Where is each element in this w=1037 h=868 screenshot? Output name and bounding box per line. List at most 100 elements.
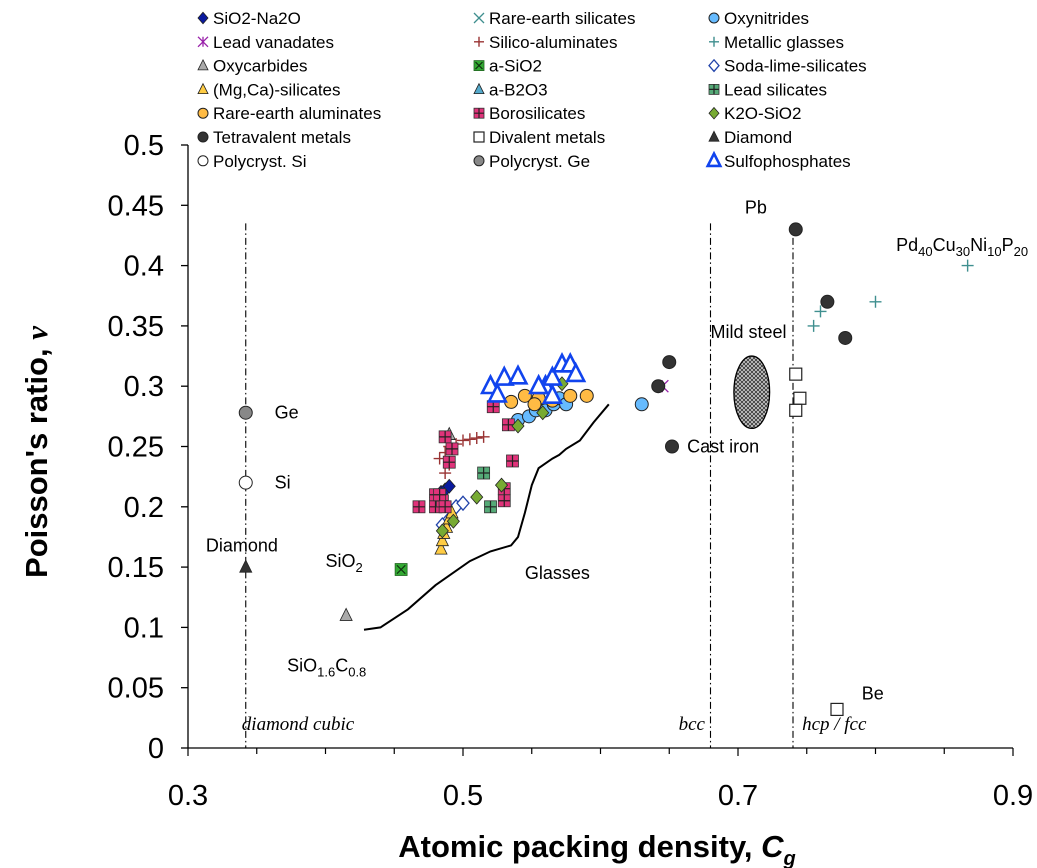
data-point <box>820 294 835 309</box>
y-tick-label: 0.45 <box>108 190 164 222</box>
data-point <box>412 500 426 514</box>
data-point <box>501 418 515 432</box>
annotation-pb: Pb <box>745 198 767 218</box>
reference-label-bcc: bcc <box>679 714 706 735</box>
series-a-sio2 <box>394 563 408 576</box>
legend-marker <box>708 106 720 120</box>
data-point <box>470 432 483 445</box>
data-point <box>662 355 677 370</box>
data-point <box>789 367 803 381</box>
y-tick-label: 0.1 <box>124 612 164 644</box>
legend-item-sio2-na2o: SiO2-Na2O <box>197 9 301 28</box>
data-point <box>477 466 491 480</box>
legend-marker <box>473 60 485 71</box>
annotation-cast-iron: Cast iron <box>687 437 759 457</box>
reference-label-hcp-fcc: hcp / fcc <box>802 714 867 735</box>
legend-item-polycryst-ge: Polycryst. Ge <box>473 152 590 171</box>
y-tick-label: 0.3 <box>124 371 164 403</box>
data-point <box>442 455 456 469</box>
y-tick-label: 0.2 <box>124 492 164 524</box>
series-mg-ca-silicates <box>434 505 459 555</box>
y-tick-label: 0.15 <box>108 552 164 584</box>
data-point <box>446 513 460 529</box>
legend-label: Oxycarbides <box>213 57 307 76</box>
data-point <box>788 222 803 237</box>
data-point <box>484 500 497 514</box>
legend-item-borosilicates: Borosilicates <box>473 104 585 123</box>
legend-marker <box>197 155 209 167</box>
legend-item-lead-vanadates: Lead vanadates <box>197 33 334 52</box>
data-point <box>442 478 456 494</box>
data-point <box>394 563 408 576</box>
data-point <box>463 433 476 446</box>
x-tick-label: 0.5 <box>443 780 483 812</box>
mild-steel-ellipse <box>733 355 771 430</box>
y-tick-label: 0.4 <box>124 251 164 283</box>
legend-marker <box>705 150 723 168</box>
legend-item-lead-silicates: Lead silicates <box>708 80 827 99</box>
data-point <box>435 523 449 539</box>
data-point <box>838 330 853 345</box>
series-metallic-glasses <box>807 259 974 332</box>
data-point <box>634 397 649 412</box>
legend-label: Lead vanadates <box>213 33 334 52</box>
data-point <box>494 477 509 493</box>
data-point <box>486 382 508 403</box>
y-axis-title: Poisson's ratio, ν <box>19 325 54 578</box>
series-polycryst-ge <box>238 405 253 420</box>
data-point <box>507 364 529 385</box>
data-point <box>470 489 484 505</box>
legend-item-polycryst-si: Polycryst. Si <box>197 152 307 171</box>
data-point <box>438 500 452 514</box>
legend-item-sulfophosphates: Sulfophosphates <box>705 150 851 171</box>
mild-steel-label: Mild steel <box>711 322 787 342</box>
data-point <box>527 397 542 412</box>
legend-label: a-SiO2 <box>489 57 542 76</box>
series-sulfophosphates <box>479 352 587 404</box>
data-point <box>239 559 253 573</box>
reference-label-diamond-cubic: diamond cubic <box>242 714 355 735</box>
legend-item-a-sio2: a-SiO2 <box>473 57 542 76</box>
data-point <box>793 391 807 405</box>
legend-label: Silico-aluminates <box>489 33 618 52</box>
data-point <box>579 388 594 403</box>
legend-marker <box>708 58 720 73</box>
legend-label: Lead silicates <box>724 80 827 99</box>
data-point <box>434 541 448 555</box>
data-point <box>665 439 679 454</box>
data-point <box>541 383 563 404</box>
label-pd-cu-ni-p: Pd40Cu30Ni10P20 <box>896 235 1028 259</box>
data-point <box>565 361 587 383</box>
data-point <box>497 494 511 508</box>
data-point <box>339 607 353 621</box>
legend-label: (Mg,Ca)-silicates <box>213 80 341 99</box>
legend: SiO2-Na2O Rare-earth silicates Oxynitrides… <box>197 9 867 171</box>
legend-item-k2o-sio2: K2O-SiO2 <box>708 104 801 123</box>
x-tick-label: 0.3 <box>168 780 208 812</box>
legend-marker <box>197 82 209 95</box>
glasses-boundary-curve <box>363 403 610 631</box>
legend-label: Divalent metals <box>489 128 605 147</box>
legend-label: Polycryst. Si <box>213 152 307 171</box>
data-point <box>511 418 525 434</box>
annotation-be: Be <box>862 684 884 704</box>
legend-marker <box>708 12 720 24</box>
series-lead-silicates <box>477 466 497 514</box>
data-point <box>517 388 532 403</box>
legend-marker <box>197 131 209 143</box>
x-tick-label: 0.9 <box>993 780 1033 812</box>
annotation-si: Si <box>275 473 291 493</box>
x-axis-title: Atomic packing density, Cg <box>398 829 796 868</box>
data-point <box>433 488 447 502</box>
legend-label: a-B2O3 <box>489 80 548 99</box>
annotation-glasses: Glasses <box>525 563 590 583</box>
legend-label: Rare-earth silicates <box>489 9 635 28</box>
legend-marker <box>197 36 209 48</box>
legend-label: Borosilicates <box>489 104 585 123</box>
data-point <box>807 319 820 332</box>
legend-item-divalent-metals: Divalent metals <box>473 128 605 147</box>
data-point <box>563 388 578 403</box>
label-sio-c: SiO1.6C0.8 <box>287 656 366 680</box>
annotation-diamond: Diamond <box>206 535 278 555</box>
